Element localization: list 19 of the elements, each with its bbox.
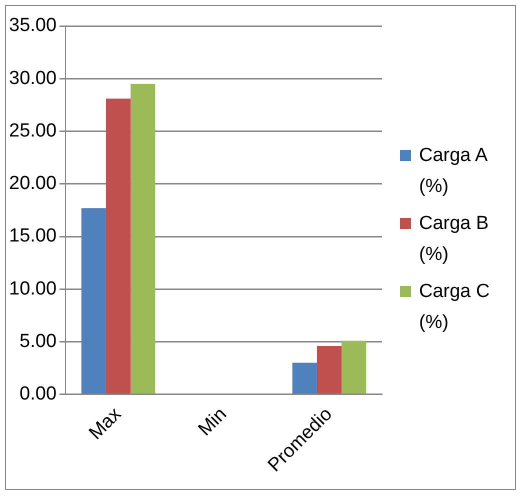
y-tick-label: 10.00 bbox=[9, 278, 57, 300]
x-tick-label: Max bbox=[85, 403, 126, 444]
legend-label: Carga B (%) bbox=[419, 212, 490, 267]
bar bbox=[130, 84, 156, 394]
y-tick-label: 20.00 bbox=[9, 173, 57, 194]
bar bbox=[81, 208, 106, 394]
y-tick-label: 25.00 bbox=[9, 120, 57, 142]
bar bbox=[316, 346, 342, 394]
bar bbox=[292, 362, 317, 394]
y-tick-label: 30.00 bbox=[9, 68, 57, 89]
legend-label: Carga A (%) bbox=[419, 144, 488, 199]
x-tick-label: Min bbox=[194, 404, 232, 440]
y-tick-label: 15.00 bbox=[9, 226, 57, 247]
y-tick-label: 5.00 bbox=[20, 330, 57, 352]
legend-label: Carga C (%) bbox=[419, 280, 491, 335]
y-tick-label: 0.00 bbox=[20, 384, 57, 405]
bar bbox=[106, 98, 131, 394]
y-tick-label: 35.00 bbox=[9, 15, 57, 36]
bar bbox=[342, 340, 366, 394]
